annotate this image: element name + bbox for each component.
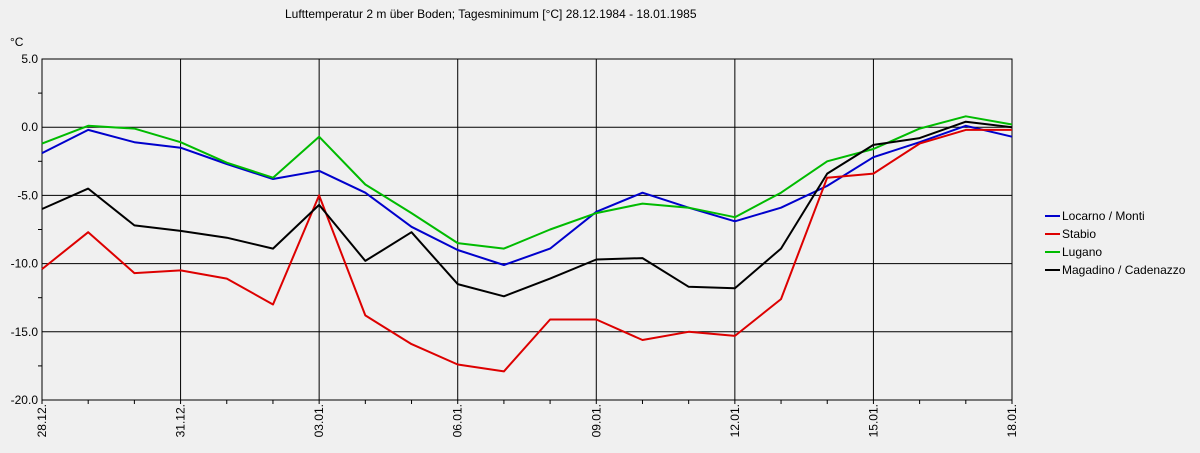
chart-title: Lufttemperatur 2 m über Boden; Tagesmini… bbox=[285, 7, 697, 21]
x-tick-label: 18.01. bbox=[1005, 404, 1019, 437]
x-tick-label: 28.12. bbox=[35, 404, 49, 437]
legend-label: Stabio bbox=[1062, 227, 1096, 241]
series-line-locarno-monti bbox=[41, 124, 1013, 266]
series-line-lugano bbox=[41, 115, 1013, 250]
y-tick-label: -5.0 bbox=[17, 188, 38, 202]
grid bbox=[41, 58, 1013, 401]
y-axis: 5.0 0.0 -5.0 -10.0 -15.0 -20.0 bbox=[11, 52, 42, 407]
plot-area bbox=[41, 58, 1013, 401]
y-tick-label: 0.0 bbox=[21, 120, 38, 134]
series-line-stabio bbox=[41, 128, 1012, 373]
y-tick-label: 5.0 bbox=[21, 52, 38, 66]
legend-label: Magadino / Cadenazzo bbox=[1062, 263, 1186, 277]
x-tick-label: 09.01. bbox=[589, 404, 603, 437]
legend-label: Locarno / Monti bbox=[1062, 209, 1145, 223]
series-lines bbox=[41, 115, 1013, 373]
x-tick-label: 15.01. bbox=[866, 404, 880, 437]
series-line-magadino-cadenazzo bbox=[41, 120, 1013, 298]
legend-label: Lugano bbox=[1062, 245, 1102, 259]
y-tick-label: -10.0 bbox=[11, 257, 39, 271]
y-tick-label: -20.0 bbox=[11, 393, 39, 407]
x-tick-label: 03.01. bbox=[312, 404, 326, 437]
legend: Locarno / Monti Stabio Lugano Magadino / Ca… bbox=[1045, 209, 1186, 277]
x-axis: 28.12. 31.12. 03.01. 06.01. 09.01. 12.01. 15.0… bbox=[35, 400, 1019, 437]
x-tick-label: 12.01. bbox=[728, 404, 742, 437]
x-tick-label: 31.12. bbox=[174, 404, 188, 437]
x-tick-label: 06.01. bbox=[451, 404, 465, 437]
y-axis-unit-label: °C bbox=[10, 35, 24, 49]
y-tick-label: -15.0 bbox=[11, 325, 39, 339]
